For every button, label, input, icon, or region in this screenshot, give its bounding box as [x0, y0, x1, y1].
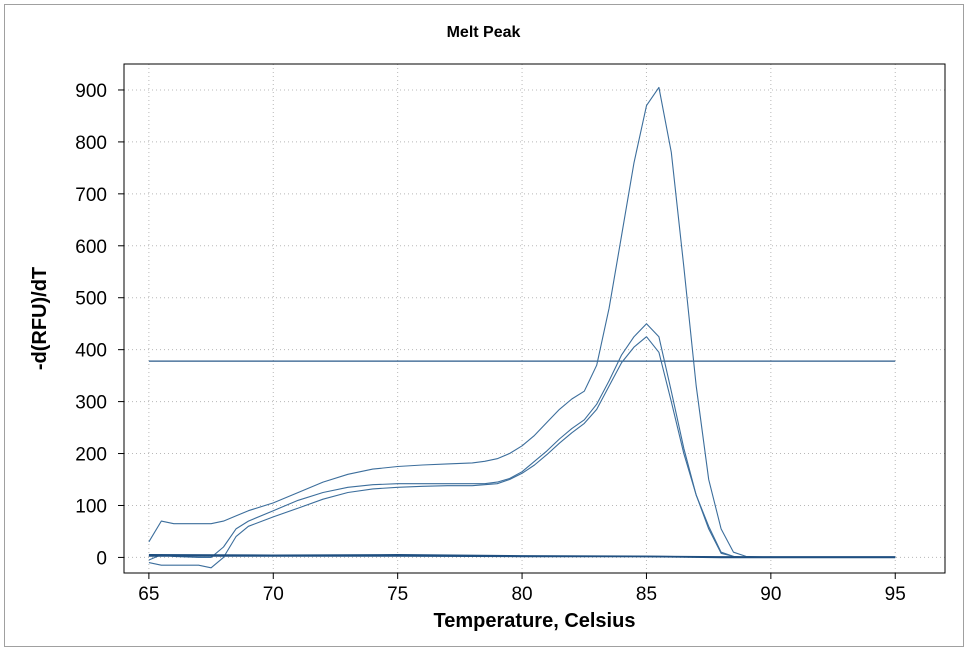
melt-curve-line-1: [148, 86, 896, 558]
y-tick-label: 200: [75, 445, 107, 466]
y-tick-label: 400: [75, 341, 107, 362]
melt-curve-line-5: [148, 553, 896, 559]
chart-frame: [4, 4, 964, 647]
y-tick-label: 0: [96, 548, 107, 569]
x-axis-label: Temperature, Celsius: [433, 610, 636, 632]
tick-labels: 65 70 75 80 85 90 95 0 100 200 300 400 500 600 700 800 9…: [75, 81, 906, 605]
x-tick-label: 90: [760, 584, 781, 605]
axes: [118, 63, 946, 579]
y-axis-label: -d(RFU)/dT: [28, 266, 51, 371]
x-tick-label: 85: [636, 584, 657, 605]
y-tick-label: 800: [75, 133, 107, 154]
y-tick-label: 100: [75, 496, 107, 517]
x-tick-label: 70: [263, 584, 284, 605]
plot-border: [123, 63, 946, 574]
x-tick-label: 65: [138, 584, 159, 605]
x-tick-label: 80: [511, 584, 532, 605]
y-tick-label: 500: [75, 289, 107, 310]
y-tick-label: 900: [75, 81, 107, 102]
grid-lines: [124, 64, 945, 573]
x-tick-label: 75: [387, 584, 408, 605]
y-tick-label: 700: [75, 185, 107, 206]
chart-title: Melt Peak: [446, 24, 521, 41]
series-group: [148, 86, 896, 569]
x-tick-label: 95: [885, 584, 906, 605]
y-tick-label: 300: [75, 393, 107, 414]
melt-curve-line-3: [148, 336, 896, 569]
y-tick-label: 600: [75, 237, 107, 258]
